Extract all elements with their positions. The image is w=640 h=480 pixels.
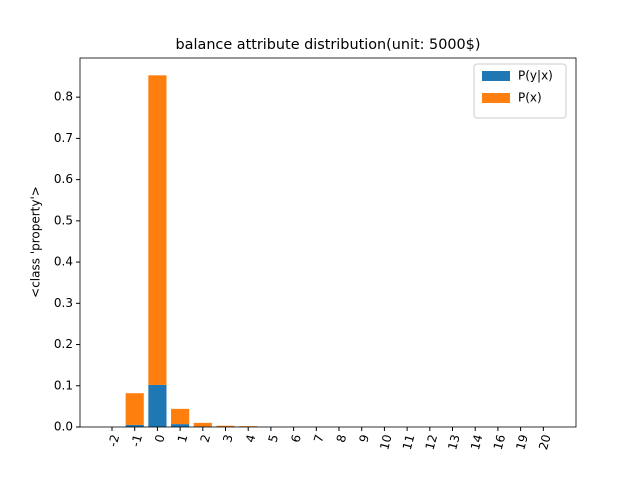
legend-label: P(x) [518,91,542,105]
x-tick-label: 1 [175,433,191,444]
x-tick-label: 0 [152,433,168,444]
bar-segment [193,422,212,427]
x-tick-label: 9 [356,433,372,444]
y-tick-label: 0.4 [54,255,73,269]
x-tick-label: 13 [445,433,462,451]
legend-swatch [482,71,510,81]
bar-segment [148,384,167,427]
x-tick-label: 20 [536,433,553,451]
plot-frame [79,57,577,428]
bar-segment [216,425,235,427]
x-tick-label: 5 [266,433,282,444]
x-tick-label: 16 [491,433,508,451]
legend-label: P(y|x) [518,69,553,83]
x-tick-label: 6 [288,433,304,444]
y-tick-label: 0.5 [54,213,73,227]
x-tick-label: 10 [377,433,394,451]
x-tick-label: 2 [198,433,214,444]
y-axis-label: <class 'property'> [29,186,43,298]
bar-segment [239,426,258,427]
y-tick-label: 0.3 [54,296,73,310]
x-tick-label: 3 [220,433,236,444]
y-tick-label: 0.0 [54,420,73,434]
y-tick-label: 0.2 [54,337,73,351]
legend-swatch [482,93,510,103]
bar-segment [171,424,190,427]
x-tick-label: -1 [128,433,145,448]
x-tick-label: 19 [513,433,530,451]
y-tick-label: 0.8 [54,90,73,104]
x-tick-label: 14 [468,433,485,451]
chart-title: balance attribute distribution(unit: 500… [176,37,481,53]
bar-segment [171,408,190,425]
y-tick-label: 0.7 [54,131,73,145]
y-tick-label: 0.1 [54,378,73,392]
y-tick-label: 0.6 [54,172,73,186]
x-tick-label: 8 [334,433,350,444]
bar-segment [125,393,144,425]
x-tick-label: 7 [311,433,327,444]
x-tick-label: 12 [423,433,440,451]
bar-segment [125,424,144,427]
x-tick-label: 11 [400,433,417,451]
bar-segment [148,75,167,385]
x-tick-label: 4 [243,433,259,444]
x-tick-label: -2 [106,433,123,448]
